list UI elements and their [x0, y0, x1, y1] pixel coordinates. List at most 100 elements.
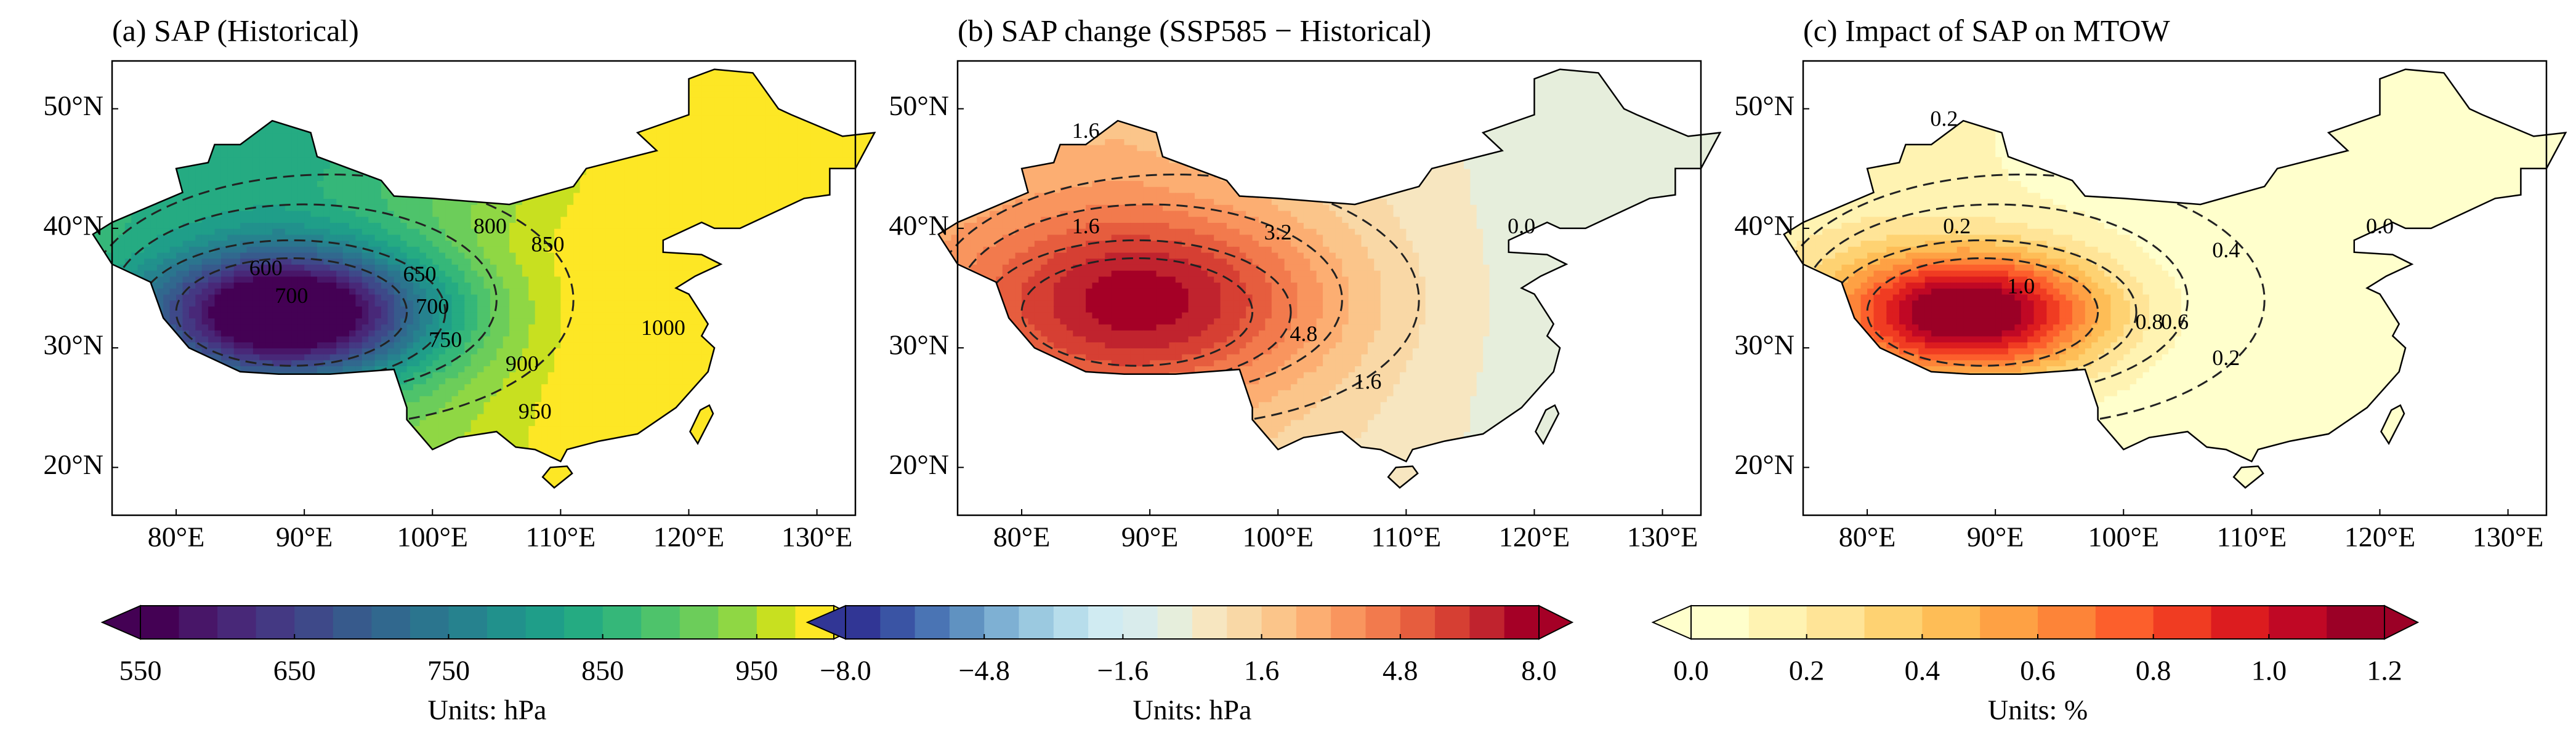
- field-cell: [432, 270, 440, 277]
- field-cell: [246, 300, 254, 307]
- field-cell: [464, 306, 472, 313]
- field-cell: [477, 366, 485, 372]
- field-cell: [246, 192, 254, 199]
- field-cell: [445, 246, 453, 253]
- field-cell: [503, 419, 510, 427]
- field-cell: [355, 198, 363, 205]
- field-cell: [368, 359, 376, 366]
- field-cell: [477, 330, 485, 337]
- field-cell: [355, 282, 363, 289]
- field-cell: [458, 234, 466, 241]
- field-cell: [503, 390, 510, 396]
- field-cell: [406, 210, 414, 217]
- field-cell: [291, 246, 299, 253]
- field-cell: [381, 246, 389, 253]
- field-cell: [310, 288, 318, 295]
- field-cell: [259, 126, 267, 134]
- field-cell: [368, 192, 376, 199]
- field-cell: [477, 222, 485, 229]
- field-cell: [323, 270, 331, 277]
- field-cell: [252, 342, 260, 348]
- field-cell: [387, 234, 395, 241]
- field-cell: [297, 156, 305, 163]
- field-cell: [355, 335, 363, 343]
- field-cell: [470, 270, 478, 277]
- field-cell: [406, 377, 414, 385]
- field-cell: [227, 264, 235, 271]
- field-cell: [227, 186, 235, 193]
- field-cell: [490, 276, 498, 283]
- field-cell: [355, 330, 363, 337]
- field-cell: [413, 300, 421, 307]
- field-cell: [227, 294, 235, 301]
- field-cell: [195, 210, 203, 217]
- field-cell: [464, 270, 472, 277]
- field-cell: [304, 132, 312, 139]
- field-cell: [272, 246, 280, 253]
- field-cell: [265, 222, 273, 229]
- field-cell: [323, 180, 331, 187]
- field-cell: [503, 311, 510, 319]
- field-cell: [361, 282, 369, 289]
- field-cell: [413, 335, 421, 343]
- field-cell: [394, 198, 401, 205]
- field-cell: [458, 311, 466, 319]
- field-cell: [227, 174, 235, 181]
- field-cell: [92, 408, 100, 414]
- field-cell: [368, 335, 376, 343]
- field-cell: [265, 306, 273, 313]
- field-cell: [92, 425, 100, 432]
- field-cell: [438, 240, 446, 247]
- field-cell: [182, 311, 190, 319]
- field-cell: [272, 306, 280, 313]
- field-cell: [419, 342, 427, 348]
- field-cell: [432, 252, 440, 259]
- field-cell: [413, 348, 421, 355]
- field-cell: [438, 222, 446, 229]
- field-cell: [259, 342, 267, 348]
- field-cell: [394, 240, 401, 247]
- field-cell: [368, 222, 376, 229]
- field-cell: [355, 210, 363, 217]
- field-cell: [285, 282, 293, 289]
- field-cell: [374, 300, 382, 307]
- field-cell: [144, 270, 151, 277]
- field-cell: [285, 306, 293, 313]
- field-cell: [458, 282, 466, 289]
- field-cell: [458, 210, 466, 217]
- field-cell: [259, 366, 267, 372]
- field-cell: [374, 348, 382, 355]
- field-cell: [458, 359, 466, 366]
- field-cell: [246, 276, 254, 283]
- field-cell: [278, 288, 286, 295]
- field-cell: [406, 408, 414, 414]
- field-cell: [233, 366, 241, 372]
- field-cell: [458, 264, 466, 271]
- field-cell: [329, 180, 337, 187]
- field-cell: [265, 330, 273, 337]
- field-cell: [233, 198, 241, 205]
- field-cell: [413, 377, 421, 385]
- field-cell: [496, 228, 504, 235]
- field-cell: [470, 377, 478, 385]
- field-cell: [201, 282, 209, 289]
- field-cell: [368, 294, 376, 301]
- field-cell: [246, 180, 254, 187]
- field-cell: [336, 168, 344, 175]
- field-cell: [387, 300, 395, 307]
- field-cell: [259, 198, 267, 205]
- field-cell: [233, 228, 241, 235]
- field-cell: [201, 222, 209, 229]
- field-cell: [406, 390, 414, 396]
- field-cell: [490, 359, 498, 366]
- field-cell: [445, 377, 453, 385]
- field-cell: [458, 228, 466, 235]
- field-cell: [124, 240, 132, 247]
- field-cell: [329, 366, 337, 372]
- field-cell: [278, 276, 286, 283]
- field-cell: [291, 132, 299, 139]
- field-cell: [265, 353, 273, 361]
- field-cell: [118, 264, 126, 271]
- field-cell: [503, 222, 510, 229]
- field-cell: [195, 204, 203, 211]
